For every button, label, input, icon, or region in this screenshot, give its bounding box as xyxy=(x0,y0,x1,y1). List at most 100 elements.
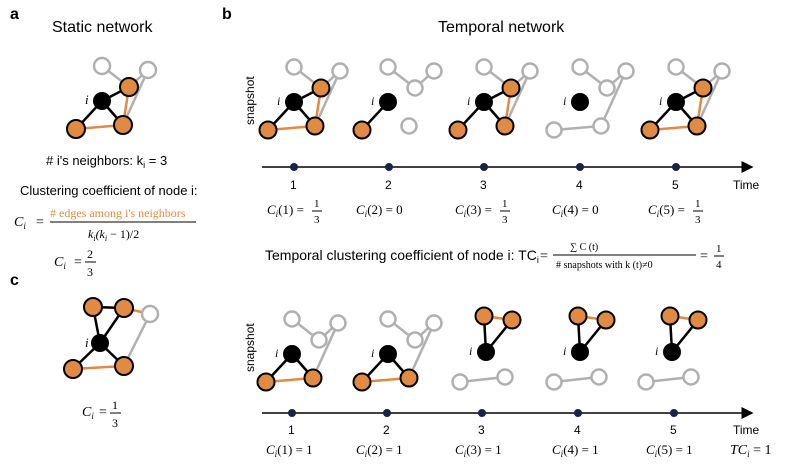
node xyxy=(310,331,328,349)
node xyxy=(617,62,635,80)
bottom-ci-values: Ci(1) = 1 Ci(2) = 1 Ci(3) = 1 Ci(4) = 1 … xyxy=(266,442,772,459)
panel-b-label: b xyxy=(222,6,232,23)
tick-label: 5 xyxy=(670,423,677,437)
formula-numerator: # edges among i's neighbors xyxy=(50,206,186,220)
node-i-label: i xyxy=(467,94,470,108)
node-i xyxy=(91,334,109,352)
result-lhs: Ci xyxy=(54,255,66,271)
tcc-denominator: # snapshots with k (t)≠0 xyxy=(556,260,653,271)
clustering-coefficient-title: Clustering coefficient of node i: xyxy=(20,183,198,198)
node xyxy=(331,62,349,80)
node xyxy=(682,368,700,386)
tc-final: TCi = 1 xyxy=(730,443,772,459)
tick-dot xyxy=(672,163,680,171)
ci-bottom-3: Ci(3) = 1 xyxy=(455,442,502,459)
panel-a-label: a xyxy=(10,6,19,23)
ci-value-1-den: 3 xyxy=(314,214,320,226)
edge xyxy=(313,70,342,127)
node xyxy=(521,62,539,80)
snapshot-label-bottom: snapshot xyxy=(243,323,257,372)
node xyxy=(352,120,372,140)
tick-label: 4 xyxy=(574,423,581,437)
node xyxy=(379,58,397,76)
node-i xyxy=(285,93,303,111)
node xyxy=(640,120,660,140)
node xyxy=(475,58,493,76)
edge xyxy=(311,322,340,379)
node xyxy=(113,115,133,135)
result-num: 2 xyxy=(87,247,93,261)
node-i xyxy=(571,343,589,361)
time-label: Time xyxy=(733,423,760,437)
node-i-label: i xyxy=(659,94,662,108)
tick-label: 1 xyxy=(288,423,295,437)
node xyxy=(571,58,589,76)
node xyxy=(400,117,418,135)
tick-label: 5 xyxy=(672,178,679,192)
static-network-graph: i xyxy=(66,56,158,139)
node xyxy=(495,116,515,136)
node xyxy=(590,368,608,386)
node-i xyxy=(667,93,685,111)
node-i xyxy=(379,345,397,363)
node xyxy=(688,310,708,330)
node xyxy=(687,116,707,136)
ci-value-3-den: 3 xyxy=(502,214,508,226)
tick-dot xyxy=(290,163,298,171)
tcc-eq2: = xyxy=(700,249,708,264)
ci-value-4: Ci(4) = 0 xyxy=(552,202,599,219)
tcc-eq1: = xyxy=(540,249,548,264)
snapshot-graph: i xyxy=(256,310,347,392)
tick-dot xyxy=(576,163,584,171)
panel-c-graph: i xyxy=(63,297,160,379)
snapshot-graph: i xyxy=(637,306,708,391)
node xyxy=(598,79,616,97)
node xyxy=(329,314,347,332)
node-i-label: i xyxy=(275,346,278,360)
node xyxy=(256,372,276,392)
tick-label: 3 xyxy=(478,423,485,437)
ci-value-1: Ci(1) = xyxy=(267,202,304,219)
formula-denominator: ki(ki − 1)/2 xyxy=(88,227,139,243)
tcc-result-num: 1 xyxy=(716,243,722,255)
tick-dot xyxy=(383,409,391,417)
tick-label: 1 xyxy=(290,178,297,192)
edge xyxy=(503,70,532,127)
tick-dot xyxy=(385,163,393,171)
node-i-label: i xyxy=(563,344,566,358)
node xyxy=(474,306,494,326)
node-i xyxy=(571,93,589,111)
result-den: 3 xyxy=(87,265,93,279)
ci-value-5: Ci(5) = xyxy=(648,202,685,219)
node xyxy=(285,58,303,76)
tick-dot xyxy=(288,409,296,417)
panel-c-label: c xyxy=(10,272,19,289)
node xyxy=(283,310,301,328)
panel-b-title: Temporal network xyxy=(438,19,565,36)
tick-label: 2 xyxy=(383,423,390,437)
node xyxy=(258,120,278,140)
node xyxy=(406,331,424,349)
result-eq: = xyxy=(74,255,82,270)
node xyxy=(693,78,713,98)
node xyxy=(425,314,443,332)
node xyxy=(140,304,160,324)
node xyxy=(545,373,563,391)
ci-bottom-4: Ci(4) = 1 xyxy=(552,442,599,459)
node xyxy=(496,368,514,386)
node xyxy=(114,356,134,376)
node xyxy=(83,297,103,317)
ci-result-a: Ci = 2 3 xyxy=(54,247,96,279)
node xyxy=(448,120,468,140)
tcc-result-den: 4 xyxy=(716,259,722,271)
node-i xyxy=(93,92,111,110)
ci-value-2: Ci(2) = 0 xyxy=(356,202,403,219)
snapshot-label-top: snapshot xyxy=(243,76,257,125)
tcc-text: Temporal clustering coefficient of node … xyxy=(265,247,539,265)
formula-lhs: Ci xyxy=(14,215,26,231)
tick-label: 2 xyxy=(385,178,392,192)
node xyxy=(502,310,522,330)
